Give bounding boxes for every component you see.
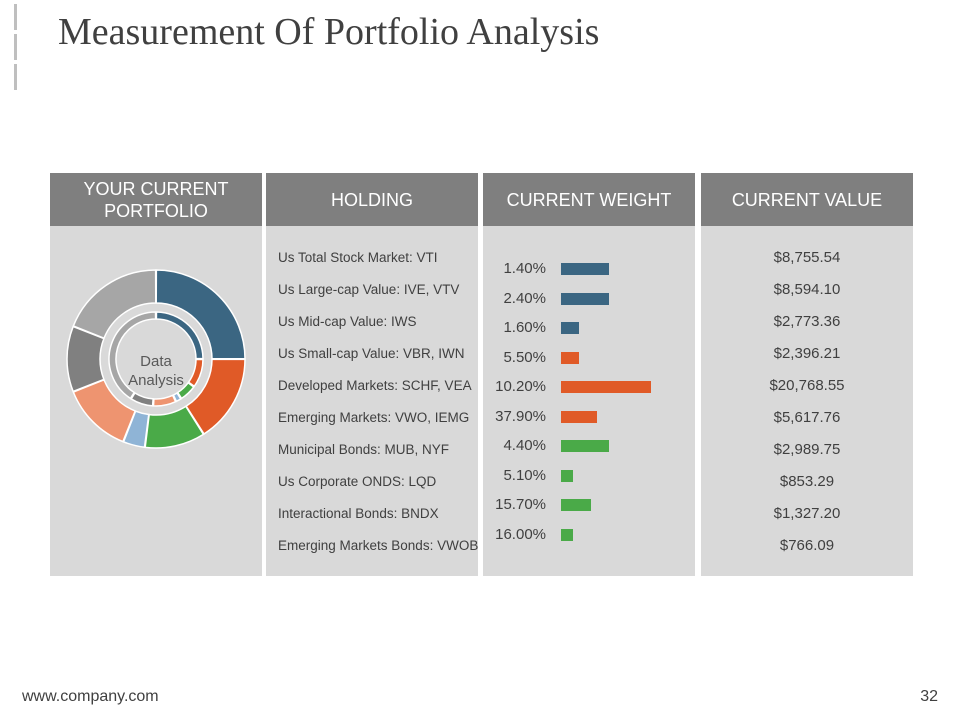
weight-header: CURRENT WEIGHT [483,173,695,226]
weight-bar [561,381,651,393]
weight-bar [561,499,591,511]
edge-decor-bar [0,34,17,60]
donut-slice [108,311,157,400]
portfolio-header: YOUR CURRENT PORTFOLIO [50,173,262,226]
value-panel: CURRENT VALUE $8,755.54 $8,594.10 $2,773.3… [701,173,913,576]
weight-label: 4.40% [503,437,546,454]
page-number: 32 [920,688,938,705]
value-header: CURRENT VALUE [701,173,913,226]
value-item: $766.09 [779,537,835,554]
weight-bar [561,292,609,305]
donut-slice [155,269,246,360]
donut-outer-ring [66,269,246,449]
portfolio-panel: YOUR CURRENT PORTFOLIO Data Analysis [50,173,262,576]
slide-title: Measurement Of Portfolio Analysis [58,11,600,53]
weight-label: 37.90% [495,407,546,425]
weight-label: 10.20% [495,378,546,395]
weight-label: 1.60% [503,319,546,336]
value-item: $8,594.10 [773,281,841,298]
donut-center-label-line1: Data [140,353,172,370]
edge-decor-bar [0,4,17,30]
value-item: $5,617.76 [773,409,841,426]
donut-slice [152,394,177,407]
weight-bar [561,351,579,364]
weight-panel: CURRENT WEIGHT 1.40% 2.40% 1.60% 5.50% 10.20… [483,173,695,576]
value-item: $2,396.21 [773,345,841,362]
donut-inner-ring [108,311,204,407]
weight-label: 2.40% [503,289,546,307]
weight-label: 16.00% [495,525,546,543]
donut-center-label-line2: Analysis [128,372,184,389]
holding-panel: HOLDING Us Total Stock Market: VTI Us Lar… [266,173,478,576]
weight-bar [561,410,597,423]
edge-decor-bar [0,64,17,90]
donut-slice [130,391,154,407]
value-item: $20,768.55 [769,377,845,394]
holding-item: Us Large-cap Value: IVE, VTV [278,282,460,297]
weight-label: 1.40% [503,260,546,277]
holding-item: Us Total Stock Market: VTI [278,250,438,265]
weight-label: 5.10% [503,466,546,484]
weight-label: 15.70% [495,496,546,513]
footer-url: www.company.com [22,688,159,705]
value-item: $2,989.75 [773,441,841,458]
holding-item: Us Corporate ONDS: LQD [278,474,437,489]
holding-header: HOLDING [266,173,478,226]
donut-slice [155,311,204,360]
holding-item: Municipal Bonds: MUB, NYF [278,442,450,457]
donut-chart: Data Analysis [66,269,246,449]
donut-slice [172,391,182,403]
donut-slice [185,358,246,435]
value-item: $1,327.20 [773,505,841,522]
holding-item: Emerging Markets: VWO, IEMG [278,410,470,425]
donut-slice [72,269,157,340]
value-item: $853.29 [779,473,835,490]
weight-label: 5.50% [503,348,546,366]
weight-bar [561,263,609,275]
weight-bar [561,528,573,541]
weight-bar [561,322,579,334]
holding-item: Us Mid-cap Value: IWS [278,314,417,329]
weight-bar [561,440,609,452]
donut-slice [187,358,204,388]
holding-item: Us Small-cap Value: VBR, IWN [278,346,465,361]
holding-item: Developed Markets: SCHF, VEA [278,378,472,393]
value-item: $8,755.54 [773,249,841,266]
weight-bar [561,469,573,482]
holding-item: Interactional Bonds: BNDX [278,506,439,521]
donut-slice [176,381,195,400]
holding-item: Emerging Markets Bonds: VWOB [278,538,479,553]
value-item: $2,773.36 [773,313,841,330]
